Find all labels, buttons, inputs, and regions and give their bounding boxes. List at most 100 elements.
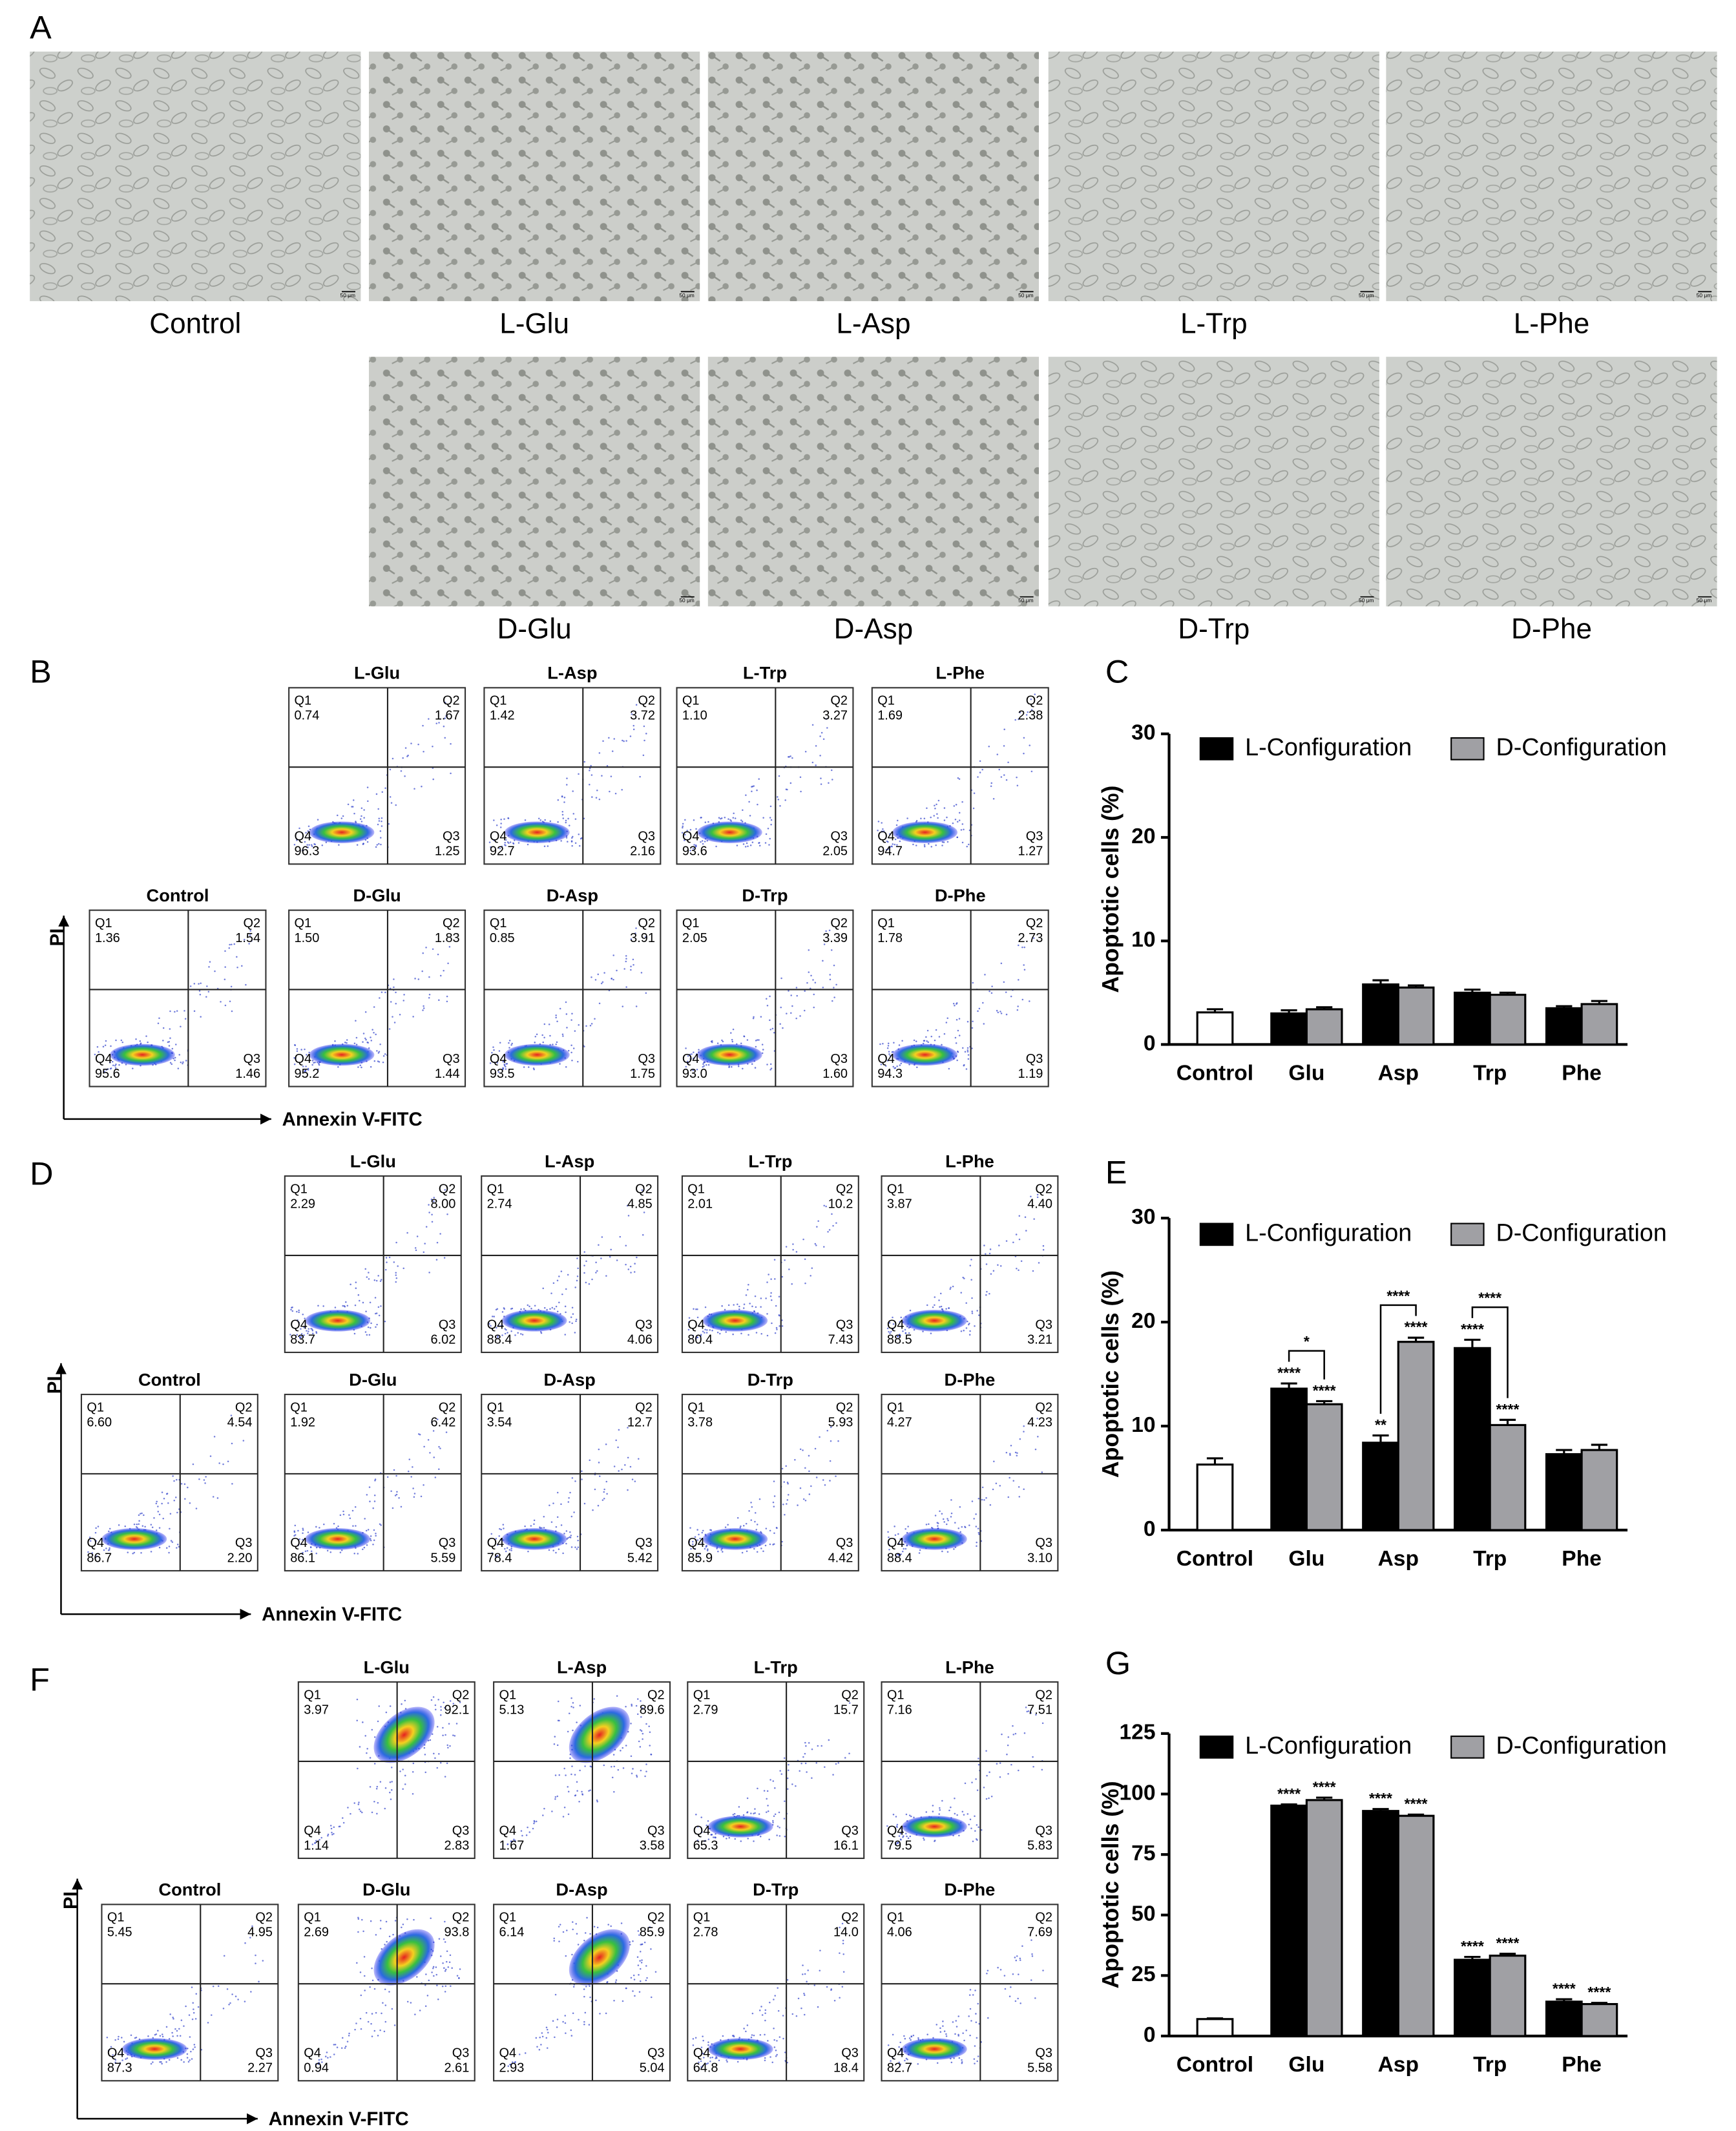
event-dot [302,1066,304,1067]
event-dot [361,815,362,817]
event-dot [716,1042,719,1044]
event-dot [391,2008,393,2010]
event-dot [950,1286,952,1288]
event-dot [395,804,397,806]
event-dot [968,1334,971,1336]
event-dot [882,1042,884,1045]
event-dot [1016,1452,1018,1454]
quadrant-value: 1.54 [235,931,260,945]
quadrant-value: 78.4 [487,1551,512,1565]
micrograph [1048,357,1379,607]
event-dot [187,1486,189,1489]
event-dot [622,2000,624,2002]
significance: **** [1277,1364,1301,1381]
event-dot [176,1543,179,1546]
event-dot [892,2057,894,2060]
event-dot [496,1308,499,1310]
event-dot [1005,1451,1008,1454]
quadrant-name: Q1 [877,916,895,930]
event-dot [193,1010,196,1013]
event-dot [111,1060,114,1063]
event-dot [802,1964,804,1966]
event-dot [802,1756,804,1758]
event-dot [492,1046,494,1048]
quadrant-name: Q3 [1035,2046,1052,2061]
event-dot [561,810,564,813]
y-axis-label: Apoptotic cells (%) [1098,786,1124,993]
event-dot [106,2037,109,2039]
event-dot [389,1791,391,1794]
event-dot [354,1304,357,1307]
bracket [1288,1350,1325,1380]
event-dot [956,1814,958,1816]
event-dot [643,1212,645,1213]
event-dot [109,1067,112,1070]
event-dot [94,1531,97,1534]
event-dot [379,1920,382,1922]
quadrant-name: Q4 [687,1317,705,1332]
event-dot [444,1706,446,1709]
quadrant-value: 4.85 [627,1197,653,1211]
quadrant-name: Q4 [693,2046,711,2061]
event-dot [961,1526,963,1528]
event-dot [890,2060,892,2062]
event-dot [682,826,684,829]
event-dot [943,819,946,821]
event-dot [910,2035,912,2037]
event-dot [1005,1240,1008,1242]
event-dot [554,1736,556,1737]
event-dot [1042,1249,1045,1251]
event-dot [169,2013,171,2015]
event-dot [967,1320,968,1323]
event-dot [510,1330,512,1332]
event-dot [382,1055,385,1057]
event-dot [337,1525,339,1527]
event-dot [235,1995,237,1997]
event-dot [376,1785,379,1788]
event-dot [114,1065,116,1067]
event-dot [392,1016,393,1018]
event-dot [1023,969,1026,971]
event-dot [936,2062,939,2064]
event-dot [936,1522,939,1524]
event-dot [954,818,957,821]
event-dot [496,824,498,826]
event-dot [888,1053,890,1055]
event-dot [327,2057,329,2059]
quadrant-name: Q4 [487,1317,505,1332]
event-dot [782,1504,784,1506]
event-dot [565,1774,567,1776]
event-dot [386,1476,389,1478]
quadrant-name: Q3 [647,2046,665,2061]
bar [1270,1012,1308,1046]
event-dot [953,805,956,807]
event-dot [114,2059,117,2061]
event-dot [820,783,822,785]
event-dot [689,1058,691,1060]
event-dot [704,1548,706,1550]
event-dot [581,1478,583,1480]
event-dot [255,1962,256,1964]
event-dot [565,2032,567,2034]
event-dot [329,1825,332,1827]
event-dot [555,1305,558,1308]
event-dot [999,1265,1002,1267]
event-dot [459,1701,461,1703]
event-dot [366,841,369,843]
event-dot [1016,1955,1018,1957]
quadrant-value: 94.3 [877,1067,903,1081]
event-dot [389,1705,392,1707]
event-dot [790,1012,792,1014]
event-dot [212,1496,214,1498]
event-dot [784,1800,786,1802]
event-dot [412,1016,414,1018]
event-dot [963,828,965,830]
event-dot [833,987,835,989]
event-dot [489,1062,492,1064]
event-dot [363,809,365,811]
quadrant-value: 3.72 [630,709,655,723]
event-dot [844,1757,846,1759]
event-dot [505,1068,507,1070]
event-dot [706,1824,707,1827]
